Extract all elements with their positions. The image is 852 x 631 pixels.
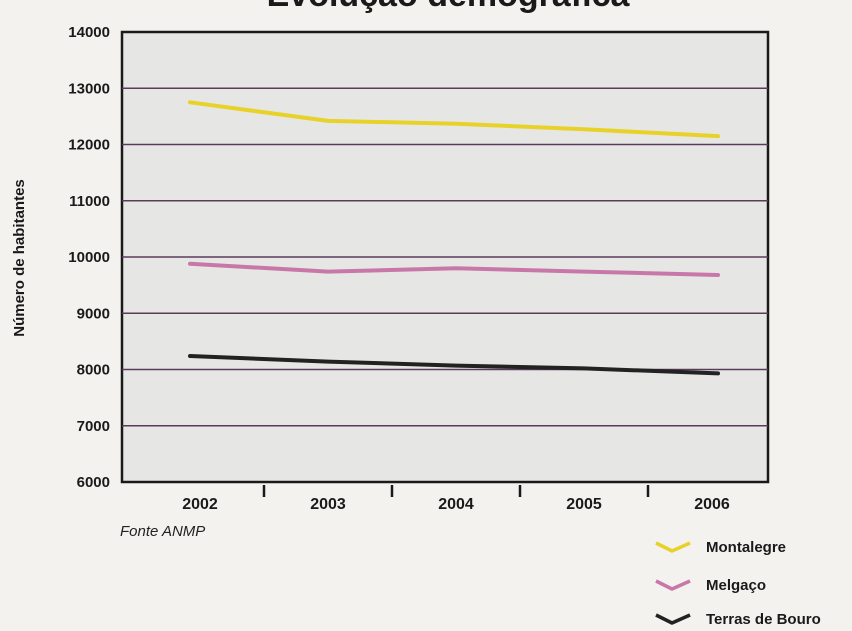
legend-swatch [655,541,691,553]
y-axis-label: Número de habitantes [11,179,28,337]
y-tick-label: 9000 [77,305,110,322]
y-axis-ticks: 6000 7000 8000 9000 10000 11000 12000 13000 1400… [68,24,110,491]
y-tick-label: 13000 [68,80,110,97]
x-tick-label: 2002 [182,496,218,513]
legend-label: Melgaço [706,577,766,594]
x-tick-label: 2005 [566,496,602,513]
x-tick-label: 2003 [310,496,346,513]
y-tick-label: 8000 [77,362,110,379]
y-tick-label: 11000 [69,193,110,210]
x-axis: 2002 2003 2004 2005 2006 [182,485,730,513]
y-tick-label: 14000 [68,24,110,41]
y-tick-label: 10000 [68,249,110,266]
legend-label: Terras de Bouro [706,611,821,628]
legend-label: Montalegre [706,539,786,556]
chart-title: Evolução demográfica [267,0,631,14]
series-line-2 [188,261,720,277]
source-note: Fonte ANMP [120,523,205,540]
series-lines [188,100,720,376]
y-tick-label: 7000 [77,418,110,435]
y-tick-label: 12000 [68,137,110,154]
legend-swatch [655,613,691,625]
series-line-1 [188,100,720,139]
x-tick-label: 2006 [694,496,730,513]
y-tick-label: 6000 [77,474,110,491]
legend-swatch [655,579,691,591]
x-tick-label: 2004 [438,496,474,513]
series-line-3 [188,354,720,376]
legend: Montalegre Melgaço Terras de Bouro [655,539,821,628]
